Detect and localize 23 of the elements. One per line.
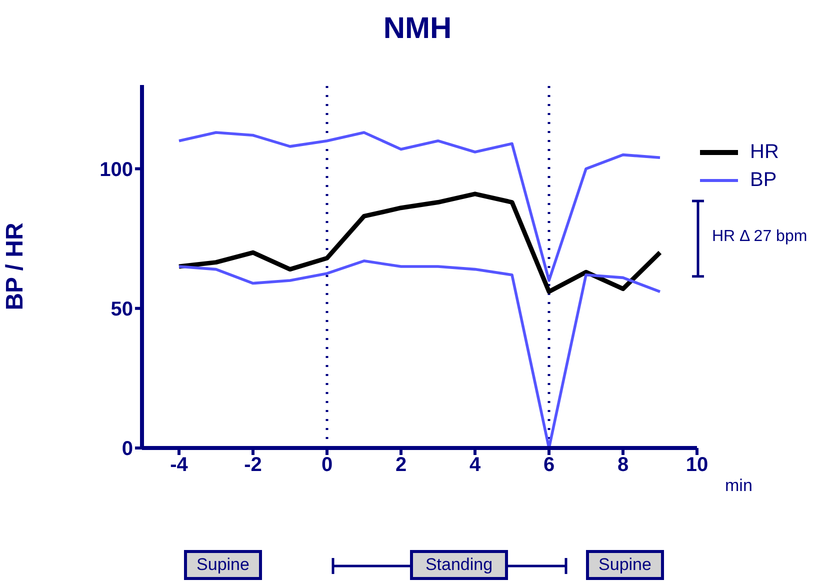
x-tick-label: -2 <box>244 454 262 476</box>
text: HR Δ 27 bpm <box>712 228 808 246</box>
line-series <box>176 192 662 294</box>
line-series <box>178 131 662 282</box>
x-tick-label: 0 <box>321 454 333 476</box>
x-axis-title: min <box>725 476 752 496</box>
text: Standing <box>410 550 508 580</box>
x-tick-label: 2 <box>395 454 407 476</box>
line-series <box>178 260 662 448</box>
y-tick-label: 0 <box>122 438 133 460</box>
x-tick-label: 6 <box>543 454 555 476</box>
text: Supine <box>184 550 262 580</box>
legend-label: HR <box>750 140 779 164</box>
x-tick-label: 4 <box>469 454 482 476</box>
x-tick-label: 10 <box>686 454 708 476</box>
y-axis-title: BP / HR <box>2 222 29 310</box>
legend-label: BP <box>750 168 777 192</box>
text: Supine <box>586 550 664 580</box>
x-tick-label: 8 <box>617 454 629 476</box>
y-tick-label: 100 <box>100 158 133 181</box>
chart-title: NMH <box>382 12 453 46</box>
x-tick-label: -4 <box>170 454 189 476</box>
y-tick-label: 50 <box>110 298 133 320</box>
